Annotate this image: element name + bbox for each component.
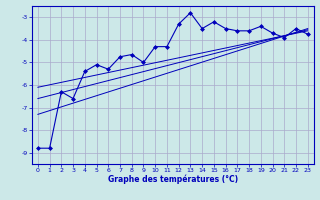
- X-axis label: Graphe des températures (°C): Graphe des températures (°C): [108, 175, 238, 184]
